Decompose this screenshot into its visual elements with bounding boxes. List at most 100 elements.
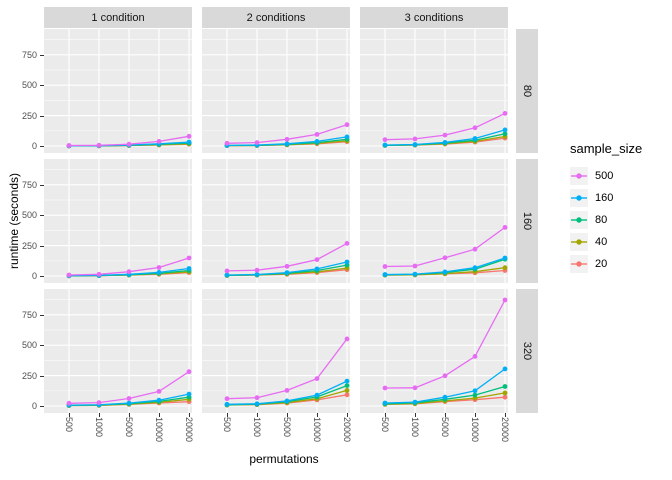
data-point-500 bbox=[126, 396, 132, 401]
x-tick-label-text: 20000 bbox=[342, 417, 352, 443]
y-tick-label: 250 bbox=[21, 240, 37, 251]
data-point-160 bbox=[442, 140, 448, 145]
data-point-500 bbox=[382, 385, 388, 391]
x-tick-mark bbox=[415, 413, 416, 417]
panel-320-3-conditions bbox=[360, 289, 508, 413]
x-tick-label-text: 1000 bbox=[94, 417, 104, 438]
x-tick-mark bbox=[475, 413, 476, 417]
y-tick-mark bbox=[40, 115, 44, 117]
y-tick-mark bbox=[40, 184, 44, 186]
y-tick-label: 750 bbox=[21, 179, 37, 190]
data-point-160 bbox=[344, 259, 350, 265]
facet-row-strip: 80 bbox=[516, 29, 538, 153]
facet-row-strip-label: 160 bbox=[520, 211, 533, 231]
y-tick-label: 0 bbox=[31, 141, 37, 151]
panel-bg bbox=[202, 159, 350, 283]
panel-160-2-conditions bbox=[202, 159, 350, 283]
legend-item: 160 bbox=[570, 187, 642, 209]
legend-point bbox=[576, 217, 582, 223]
legend-point bbox=[576, 239, 582, 245]
data-point-160 bbox=[472, 388, 478, 394]
legend-key-swatch bbox=[570, 233, 588, 251]
y-tick-label: 750 bbox=[21, 49, 37, 60]
legend-label: 80 bbox=[595, 214, 608, 226]
data-point-80 bbox=[472, 392, 478, 398]
facet-row-strip: 320 bbox=[516, 289, 538, 413]
y-tick-mark bbox=[40, 276, 44, 277]
data-point-500 bbox=[224, 140, 230, 146]
legend-point bbox=[576, 195, 582, 201]
x-tick-mark bbox=[505, 413, 506, 417]
data-point-160 bbox=[502, 366, 508, 372]
y-tick-mark bbox=[40, 345, 44, 347]
x-tick-label-text: 10000 bbox=[312, 417, 322, 443]
data-point-160 bbox=[344, 134, 350, 140]
data-point-500 bbox=[96, 271, 102, 277]
panel-bg bbox=[44, 29, 192, 153]
legend-title: sample_size bbox=[570, 141, 643, 156]
y-tick-mark bbox=[40, 215, 44, 217]
data-point-500 bbox=[412, 136, 418, 142]
x-tick-mark bbox=[257, 413, 258, 417]
data-point-500 bbox=[186, 369, 192, 375]
facet-row-strip: 160 bbox=[516, 159, 538, 283]
data-point-160 bbox=[382, 400, 388, 406]
data-point-160 bbox=[472, 136, 478, 141]
data-point-500 bbox=[502, 225, 508, 230]
data-point-500 bbox=[284, 136, 290, 142]
data-point-500 bbox=[472, 354, 478, 359]
data-point-500 bbox=[314, 257, 320, 262]
y-tick-label: 500 bbox=[21, 210, 37, 221]
panel-bg bbox=[202, 289, 350, 413]
x-tick-mark bbox=[159, 413, 160, 417]
panel-320-1-condition bbox=[44, 289, 192, 413]
data-point-500 bbox=[126, 141, 132, 147]
data-point-160 bbox=[412, 142, 418, 147]
data-point-40 bbox=[502, 265, 508, 271]
data-point-160 bbox=[284, 398, 290, 404]
y-tick-mark bbox=[40, 406, 44, 407]
data-point-500 bbox=[472, 246, 478, 252]
x-axis-title: permutations bbox=[249, 452, 319, 466]
data-point-500 bbox=[126, 269, 132, 275]
data-point-500 bbox=[314, 376, 320, 381]
data-point-500 bbox=[186, 255, 192, 261]
panel-80-1-condition bbox=[44, 29, 192, 153]
data-point-160 bbox=[442, 394, 448, 400]
data-point-500 bbox=[284, 263, 290, 269]
panel-bg bbox=[44, 289, 192, 413]
y-tick-label: 500 bbox=[21, 340, 37, 351]
x-tick-label-text: 5000 bbox=[440, 417, 450, 438]
y-tick-mark bbox=[40, 245, 44, 247]
data-point-40 bbox=[502, 390, 508, 396]
x-tick-mark bbox=[129, 413, 130, 417]
x-tick-label-text: 20000 bbox=[184, 417, 194, 443]
data-point-160 bbox=[126, 400, 132, 406]
data-point-500 bbox=[254, 140, 260, 145]
data-point-500 bbox=[344, 241, 350, 246]
legend-label: 20 bbox=[595, 258, 608, 270]
data-point-500 bbox=[254, 267, 260, 273]
x-tick-label-text: 500 bbox=[64, 417, 74, 433]
y-tick-label: 750 bbox=[21, 309, 37, 320]
facet-row-strip-label: 320 bbox=[520, 341, 533, 361]
data-point-160 bbox=[156, 270, 162, 275]
data-point-160 bbox=[314, 266, 320, 272]
x-tick-mark bbox=[287, 413, 288, 417]
data-point-500 bbox=[382, 264, 388, 269]
data-point-500 bbox=[224, 396, 230, 402]
legend-point bbox=[576, 261, 582, 267]
data-point-20 bbox=[502, 394, 508, 400]
y-tick-mark bbox=[40, 375, 44, 377]
facet-col-strip: 1 condition bbox=[44, 7, 192, 28]
x-tick-mark bbox=[445, 413, 446, 417]
legend-label: 160 bbox=[595, 192, 614, 204]
data-point-160 bbox=[254, 401, 260, 407]
legend-key-glyph bbox=[571, 239, 587, 245]
data-point-160 bbox=[382, 272, 388, 277]
data-point-40 bbox=[344, 388, 350, 393]
data-point-160 bbox=[472, 265, 478, 271]
x-tick-label-text: 10000 bbox=[154, 417, 164, 443]
x-tick-label-text: 1000 bbox=[252, 417, 262, 438]
